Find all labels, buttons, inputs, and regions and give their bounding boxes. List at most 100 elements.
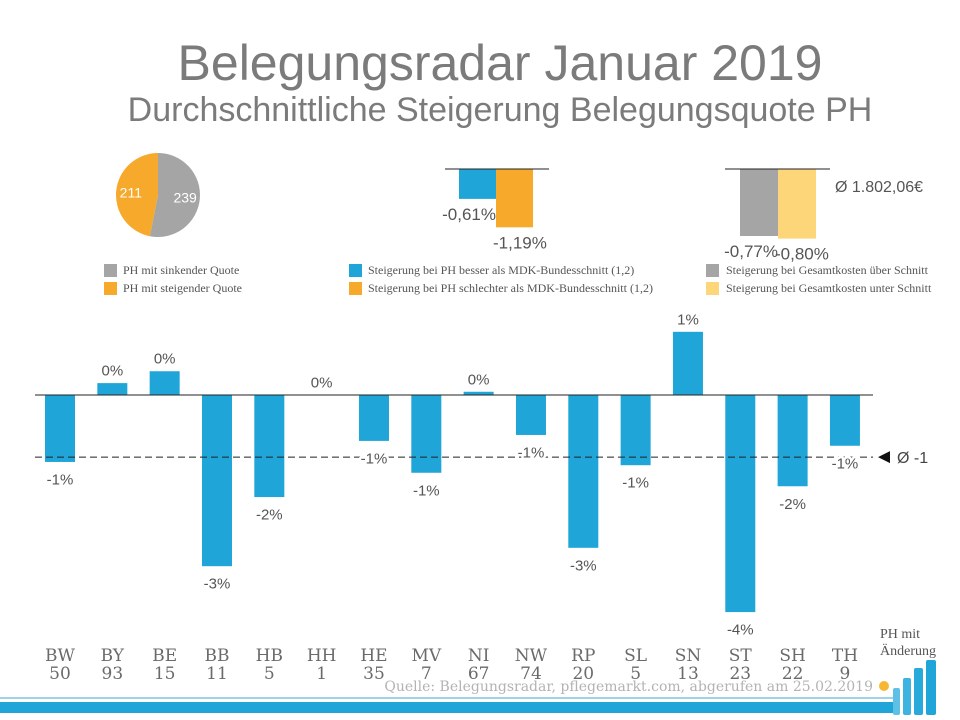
legend-label: Steigerung bei PH schlechter als MDK-Bun… xyxy=(368,281,653,295)
value-label-rp: -3% xyxy=(570,557,597,574)
state-label-hh: HH xyxy=(307,646,337,666)
bar-sn xyxy=(672,331,703,395)
bar-chart-total-costs: -0,77%-0,80% Ø 1.802,06€ xyxy=(724,168,923,264)
state-label-ni: NI xyxy=(468,646,490,666)
bar-sl xyxy=(620,395,651,466)
state-count-mv: 7 xyxy=(421,664,432,684)
legend-swatch xyxy=(349,264,362,277)
footer-band xyxy=(0,697,893,713)
logo-dot-icon xyxy=(879,681,889,691)
cost-bar-2 xyxy=(778,169,816,239)
legend-item-sinkende-quote: PH mit sinkender Quote xyxy=(104,263,239,277)
mdk-value-label-2: -1,19% xyxy=(493,233,547,252)
value-label-bb: -3% xyxy=(204,576,231,593)
average-label: Ø -1 xyxy=(897,450,928,467)
state-label-th: TH xyxy=(832,646,858,666)
page-subtitle: Durchschnittliche Steigerung Belegungsqu… xyxy=(127,91,873,129)
bar-chart-states: Ø -1-1%BW500%BY930%BE15-3%BB11-2%HB50%HH… xyxy=(35,309,928,684)
state-label-hb: HB xyxy=(256,646,283,666)
state-label-sn: SN xyxy=(675,646,702,666)
legend-label: Steigerung bei Gesamtkosten unter Schnit… xyxy=(726,281,932,295)
value-label-nw: -1% xyxy=(518,444,545,461)
state-label-rp: RP xyxy=(571,646,595,666)
value-label-ni: 0% xyxy=(468,371,490,388)
bar-nw xyxy=(515,395,546,435)
bar-ni xyxy=(463,391,494,395)
value-label-st: -4% xyxy=(727,622,754,639)
bar-chart-mdk-comparison: -0,61% -1,19% xyxy=(442,168,549,252)
state-count-bb: 11 xyxy=(206,664,228,684)
pie-chart-quote: 239 211 xyxy=(115,153,200,237)
legend-label: PH mit sinkender Quote xyxy=(123,263,239,277)
value-label-he: -1% xyxy=(361,450,388,467)
footer-stripe xyxy=(0,702,893,713)
value-label-sn: 1% xyxy=(677,311,699,328)
bar-be xyxy=(149,371,180,395)
state-count-st: 23 xyxy=(729,664,751,684)
value-label-th: -1% xyxy=(832,455,859,472)
bar-bb xyxy=(201,395,232,567)
legend-item-kosten-unter: Steigerung bei Gesamtkosten unter Schnit… xyxy=(706,281,932,295)
logo-text-line1: PH mit xyxy=(880,627,920,642)
mdk-bar-2 xyxy=(496,169,533,228)
state-label-sh: SH xyxy=(779,646,805,666)
mdk-bar-1 xyxy=(459,169,496,199)
state-count-sn: 13 xyxy=(677,664,699,684)
value-label-sh: -2% xyxy=(779,496,806,513)
bar-st xyxy=(725,395,756,613)
pie-slice-1 xyxy=(149,153,200,237)
legend-item-steigende-quote: PH mit steigender Quote xyxy=(104,281,242,295)
state-count-bw: 50 xyxy=(49,664,71,684)
logo-bar-icon xyxy=(926,660,936,715)
page-title: Belegungsradar Januar 2019 xyxy=(177,35,823,91)
cost-value-label-1: -0,77% xyxy=(724,242,778,261)
legend-item-kosten-ueber: Steigerung bei Gesamtkosten über Schnitt xyxy=(706,263,929,277)
value-label-be: 0% xyxy=(154,351,176,368)
bar-by xyxy=(97,383,128,395)
state-count-sh: 22 xyxy=(782,664,804,684)
legend-swatch xyxy=(706,264,719,277)
pie-slice-2 xyxy=(115,153,158,237)
state-count-by: 93 xyxy=(102,664,124,684)
value-label-hb: -2% xyxy=(256,507,283,524)
logo: PH mit Änderung xyxy=(879,627,936,715)
state-count-nw: 74 xyxy=(520,664,542,684)
bar-th xyxy=(829,395,860,446)
state-count-hh: 1 xyxy=(316,664,327,684)
legend-swatch xyxy=(349,282,362,295)
state-count-hb: 5 xyxy=(264,664,275,684)
state-count-th: 9 xyxy=(840,664,851,684)
value-label-mv: -1% xyxy=(413,482,440,499)
legend-label: PH mit steigender Quote xyxy=(123,281,242,295)
pie-slice-value-1: 239 xyxy=(173,190,197,206)
bar-bw xyxy=(45,395,75,462)
legend-swatch xyxy=(104,264,117,277)
pie-slice-value-2: 211 xyxy=(120,184,143,200)
legend: PH mit sinkender Quote PH mit steigender… xyxy=(104,263,932,295)
state-label-he: HE xyxy=(360,646,387,666)
bar-he xyxy=(358,395,389,441)
bar-sh xyxy=(777,395,808,487)
average-marker-icon xyxy=(878,451,890,464)
bar-hb xyxy=(254,395,285,498)
state-count-he: 35 xyxy=(363,664,385,684)
state-count-be: 15 xyxy=(154,664,176,684)
logo-text-line2: Änderung xyxy=(880,642,936,659)
bar-mv xyxy=(411,395,442,473)
value-label-bw: -1% xyxy=(47,471,74,488)
state-count-rp: 20 xyxy=(572,664,594,684)
mdk-value-label-1: -0,61% xyxy=(442,205,496,224)
state-count-sl: 5 xyxy=(630,664,641,684)
legend-label: Steigerung bei PH besser als MDK-Bundess… xyxy=(368,263,634,277)
source-note: Quelle: Belegungsradar, pflegemarkt.com,… xyxy=(384,679,873,695)
state-label-nw: NW xyxy=(515,646,548,666)
logo-bar-icon xyxy=(914,668,923,715)
legend-item-mdk-schlechter: Steigerung bei PH schlechter als MDK-Bun… xyxy=(349,281,653,295)
legend-swatch xyxy=(706,282,719,295)
value-label-sl: -1% xyxy=(622,475,649,492)
value-label-hh: 0% xyxy=(311,375,333,392)
state-label-sl: SL xyxy=(624,646,647,666)
state-label-st: ST xyxy=(729,646,753,666)
state-label-mv: MV xyxy=(411,646,441,666)
